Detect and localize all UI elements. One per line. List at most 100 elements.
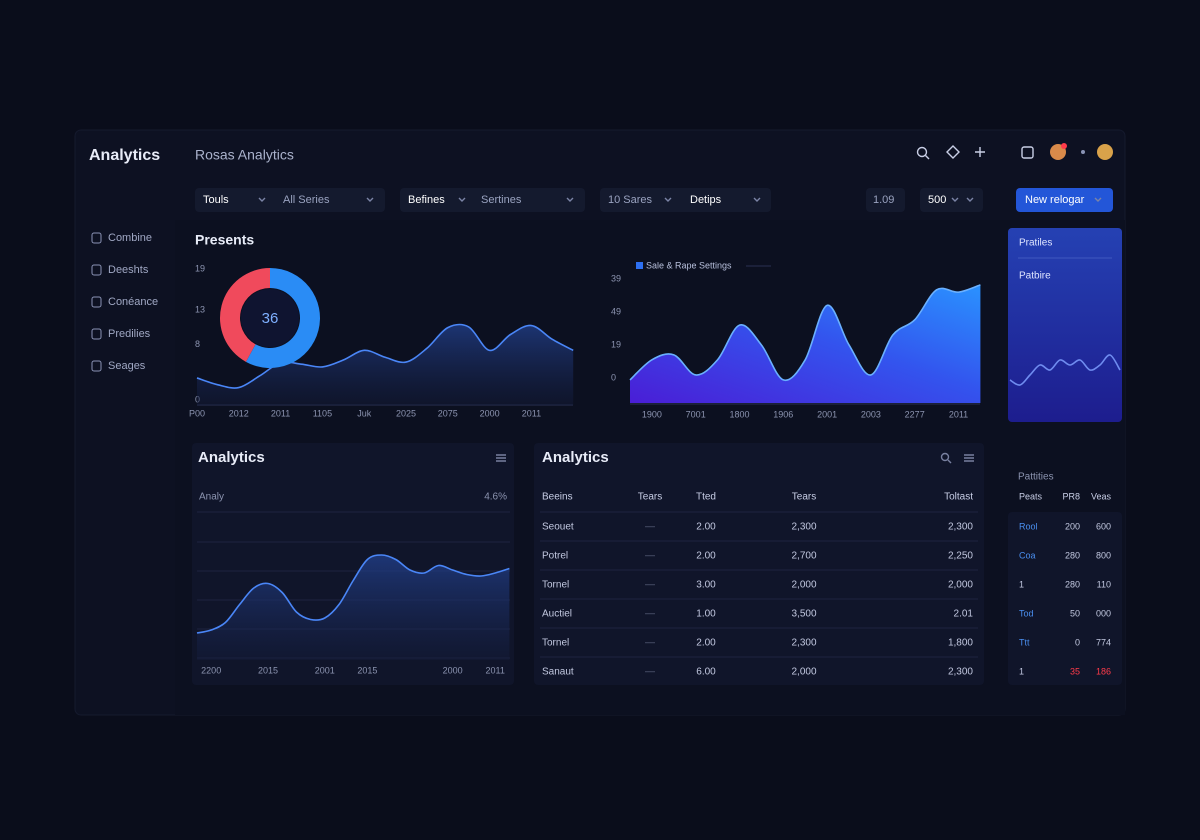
nav-icon[interactable] (91, 328, 102, 340)
table-header: Tted (696, 492, 716, 503)
nav-item[interactable]: Deeshts (108, 264, 149, 276)
table-cell: 2.00 (696, 638, 716, 649)
add-icon[interactable] (975, 147, 985, 157)
table-cell: 2,000 (791, 667, 816, 678)
chevron[interactable] (753, 197, 761, 202)
chevron[interactable] (966, 197, 974, 202)
table-cell: 2,300 (791, 522, 816, 533)
logo: Analytics (89, 147, 160, 164)
chevron[interactable] (664, 197, 672, 202)
table-header: Beeins (542, 492, 573, 503)
filter-box[interactable] (866, 188, 905, 212)
nav-item[interactable]: Seages (108, 360, 146, 372)
chart-title: Presents (195, 232, 254, 248)
side-item[interactable]: Patbire (1019, 271, 1051, 282)
filter-box[interactable] (195, 188, 385, 212)
side-table-header: Veas (1091, 491, 1112, 501)
nav-icon[interactable] (91, 264, 102, 276)
side-card (1008, 228, 1122, 422)
menu-icon[interactable] (496, 454, 506, 462)
x-tick-label: 2075 (438, 408, 458, 418)
filter-label[interactable]: Sertines (481, 194, 522, 206)
donut-hole (241, 289, 299, 347)
x-tick-label: Juk (357, 408, 372, 418)
table-cell: — (645, 551, 655, 562)
chevron[interactable] (366, 197, 374, 202)
side-table-cell: 280 (1065, 579, 1080, 589)
filter-box[interactable] (920, 188, 983, 212)
x-tick-label: 2277 (905, 409, 925, 419)
table-cell: 2.00 (696, 551, 716, 562)
nav-item[interactable]: Predilies (108, 328, 151, 340)
button-label[interactable]: New relogar (1025, 194, 1085, 206)
side-table-cell: 35 (1070, 666, 1080, 676)
chevron[interactable] (566, 197, 574, 202)
x-tick-label: 2001 (315, 665, 335, 675)
table-cell: Potrel (542, 551, 568, 562)
filter-label[interactable]: Befines (408, 194, 445, 206)
search-icon[interactable] (916, 146, 928, 158)
primary-button[interactable] (1016, 188, 1113, 212)
line (629, 284, 981, 382)
filter-box[interactable] (400, 188, 585, 212)
y-tick-label: 8 (195, 339, 200, 349)
table-cell: — (645, 609, 655, 620)
x-tick-label: 2011 (271, 408, 290, 418)
legend-swatch (636, 262, 643, 269)
side-table-cell: Tod (1019, 608, 1034, 618)
table-cell: — (645, 522, 655, 533)
avatar[interactable] (1097, 144, 1113, 160)
x-tick-label: 2011 (486, 665, 505, 675)
table-cell: 1.00 (696, 609, 716, 620)
side-table-cell: 800 (1096, 550, 1111, 560)
table-cell: 6.00 (696, 667, 716, 678)
table-header: Tears (792, 492, 816, 503)
search-icon[interactable] (940, 452, 950, 462)
side-table-cell: Coa (1019, 550, 1036, 560)
chevron[interactable] (951, 197, 959, 202)
badge (1061, 143, 1067, 149)
nav-icon[interactable] (91, 296, 102, 308)
side-item[interactable]: Pratiles (1019, 238, 1052, 249)
nav-icon[interactable] (91, 232, 102, 244)
menu-icon[interactable] (964, 454, 974, 462)
side-table-cell: 600 (1096, 521, 1111, 531)
x-tick-label: 7001 (686, 409, 706, 419)
chevron[interactable] (1094, 197, 1102, 202)
y-tick-label: 13 (195, 305, 205, 315)
filter-label[interactable]: 10 Sares (608, 194, 653, 206)
chevron[interactable] (458, 197, 466, 202)
table-cell: Auctiel (542, 609, 572, 620)
filter-label[interactable]: Touls (203, 194, 229, 206)
side-table-cell: 1 (1019, 579, 1024, 589)
x-tick-label: 2015 (357, 665, 377, 675)
donut-label: 36 (262, 310, 279, 327)
chevron[interactable] (258, 197, 266, 202)
line (196, 323, 574, 389)
x-tick-label: 2011 (949, 409, 968, 419)
side-table-cell: 774 (1096, 637, 1111, 647)
filter-label[interactable]: 1.09 (873, 194, 894, 206)
area-fill (630, 284, 981, 403)
y-tick-label: 19 (611, 339, 621, 349)
line (1009, 354, 1121, 386)
nav-icon[interactable] (91, 360, 102, 372)
filter-label[interactable]: All Series (283, 194, 330, 206)
y-tick-label: 49 (611, 306, 621, 316)
settings-icon[interactable] (946, 145, 960, 159)
x-tick-label: 2200 (201, 665, 221, 675)
filter-label[interactable]: Detips (690, 194, 722, 206)
card (534, 443, 984, 685)
filter-box[interactable] (600, 188, 771, 212)
area-fill (197, 555, 510, 660)
image-icon[interactable] (1021, 146, 1034, 159)
legend-label: Sale & Rape Settings (646, 260, 732, 270)
nav-item[interactable]: Combine (108, 232, 152, 244)
area-fill (197, 324, 574, 405)
pie-slice (219, 268, 270, 362)
x-tick-label: 2015 (258, 665, 278, 675)
table-cell: 2,700 (791, 551, 816, 562)
side-table-cell: 50 (1070, 608, 1080, 618)
filter-label[interactable]: 500 (928, 194, 946, 206)
nav-item[interactable]: Conéance (108, 296, 158, 308)
